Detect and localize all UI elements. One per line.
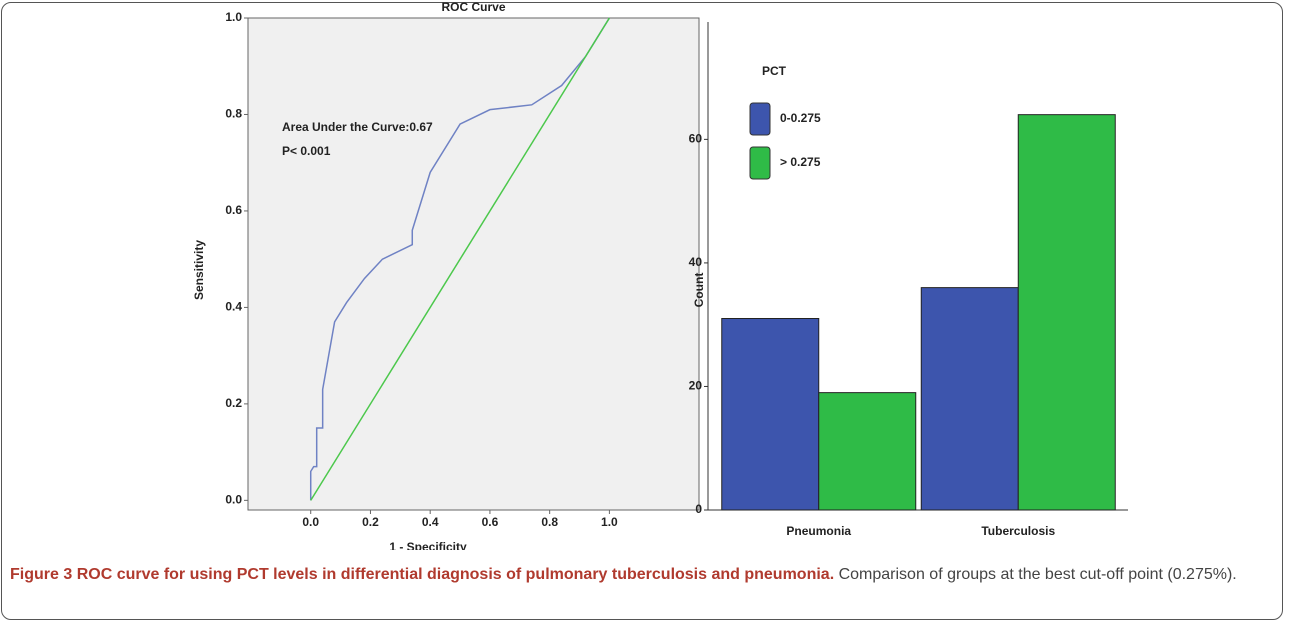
y-tick-label: 0 (695, 502, 702, 516)
y-tick-label: 40 (689, 255, 703, 269)
x-tick-label: 0.2 (362, 515, 379, 529)
bar (920, 287, 1019, 511)
y-tick-label: 0.2 (225, 396, 242, 410)
roc-line (309, 17, 611, 501)
caption-text: Comparison of groups at the best cut-off… (838, 566, 1237, 583)
x-tick-label: Pneumonia (786, 524, 851, 538)
caption: Figure 3 ROC curve for using PCT levels … (10, 564, 1270, 586)
y-tick-label: 0.0 (225, 493, 242, 507)
legend-swatch (749, 102, 771, 136)
y-tick-label: 0.4 (225, 300, 242, 314)
x-tick-label: 0.0 (302, 515, 319, 529)
x-tick-label: 0.4 (422, 515, 439, 529)
annotation: P< 0.001 (282, 144, 331, 158)
legend-label: > 0.275 (780, 155, 821, 169)
plot-area (247, 17, 700, 511)
legend-title: PCT (762, 64, 787, 78)
chart-title: ROC Curve (441, 0, 505, 14)
x-tick-label: 0.8 (541, 515, 558, 529)
y-tick-label: 20 (689, 379, 703, 393)
y-axis-label: Sensitivity (192, 240, 206, 300)
bar (721, 318, 820, 511)
x-tick-label: 1.0 (601, 515, 618, 529)
x-tick-label: Tuberculosis (981, 524, 1055, 538)
legend-swatch (749, 146, 771, 180)
caption-title: ROC curve for using PCT levels in differ… (76, 566, 835, 583)
caption-label: Figure 3 (10, 566, 73, 583)
y-tick-label: 0.6 (225, 203, 242, 217)
chart: ROC Curve 0.0 0.2 0.4 0.6 0.8 1.0 0.0 0.2 0.4 0.6 0… (192, 0, 1128, 550)
x-tick-label: 0.6 (482, 515, 499, 529)
legend-label: 0-0.275 (780, 111, 821, 125)
figure-frame (1, 2, 1283, 620)
annotation: Area Under the Curve:0.67 (282, 120, 433, 134)
bar (1017, 114, 1116, 511)
y-tick-label: 0.8 (225, 107, 242, 121)
y-tick-label: 1.0 (225, 10, 242, 24)
roc-line (310, 17, 611, 501)
y-axis-label: Count (692, 273, 706, 308)
x-axis-label: 1 - Specificity (389, 540, 467, 550)
y-tick-label: 60 (689, 132, 703, 146)
bar (818, 392, 917, 511)
